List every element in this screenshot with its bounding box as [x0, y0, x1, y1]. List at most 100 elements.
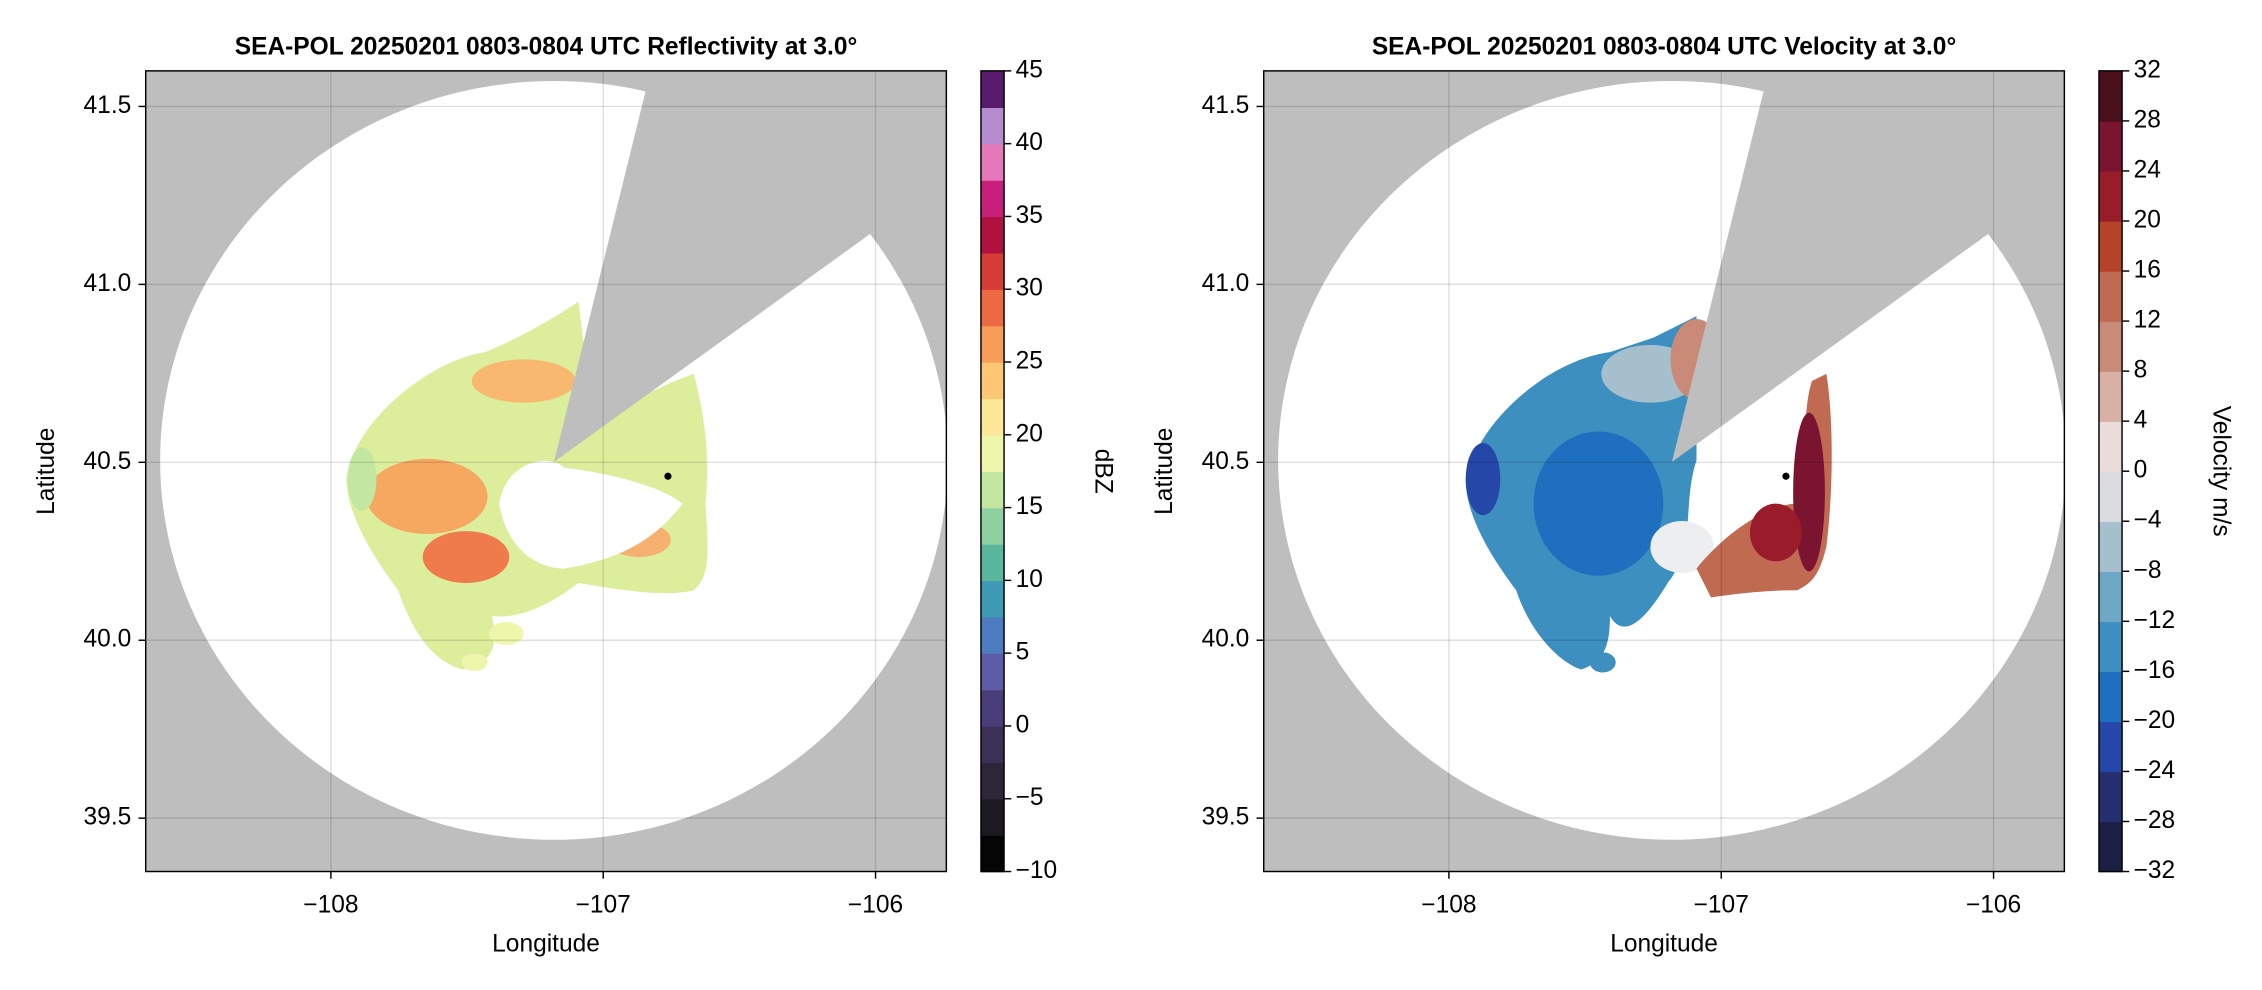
colorbar-tick-label: 30	[1016, 275, 1043, 302]
y-tick-label: 41.0	[84, 270, 132, 297]
colorbar-band	[980, 725, 1005, 764]
colorbar-tick-label: −5	[1016, 784, 1044, 811]
site-marker	[664, 472, 672, 480]
colorbar-tick-label: −28	[2134, 807, 2176, 834]
colorbar-band	[2098, 371, 2123, 422]
colorbar-tick-label: −20	[2134, 707, 2176, 734]
colorbar-tick-label: 5	[1016, 639, 1030, 666]
colorbar-band	[2098, 771, 2123, 823]
colorbar-tick-label: 4	[2134, 407, 2148, 434]
x-tick-label: −106	[1966, 892, 2021, 919]
colorbar-band	[980, 798, 1005, 836]
colorbar-tick-label: 25	[1016, 348, 1043, 375]
colorbar-band	[2098, 421, 2123, 472]
x-tick-label: −108	[1421, 892, 1476, 919]
x-tick-label: −107	[576, 892, 631, 919]
axes-frame	[1262, 70, 2066, 873]
y-tick-label: 40.0	[1202, 626, 1250, 653]
colorbar-band	[980, 143, 1005, 181]
colorbar-band	[2098, 170, 2123, 222]
colorbar-tick-label: 20	[1016, 420, 1043, 447]
colorbar-band	[980, 70, 1005, 108]
colorbar-tick-label: −24	[2134, 757, 2176, 784]
echo	[1650, 520, 1714, 573]
colorbar-band	[980, 543, 1005, 582]
colorbar-band	[2098, 521, 2123, 572]
colorbar-tick-label: 32	[2134, 56, 2161, 83]
colorbar-band	[2098, 271, 2123, 322]
colorbar-band	[2098, 120, 2123, 172]
colorbar-tick-label: 40	[1016, 129, 1043, 156]
colorbar-tick-label: −12	[2134, 607, 2176, 634]
echo	[471, 359, 576, 403]
colorbar-label: Velocity m/s	[2208, 406, 2235, 537]
colorbar-band	[980, 616, 1005, 654]
y-tick-label: 40.0	[84, 626, 132, 653]
y-axis-label: Latitude	[33, 428, 60, 515]
x-tick-label: −108	[303, 892, 358, 919]
colorbar-tick-label: 28	[2134, 106, 2161, 133]
echo	[1465, 443, 1501, 516]
colorbar-band	[980, 362, 1005, 400]
echo	[366, 458, 488, 534]
colorbar-band	[2098, 471, 2123, 522]
colorbar-tick-label: −8	[2134, 557, 2162, 584]
y-tick-label: 39.5	[1202, 804, 1250, 831]
y-axis-label: Latitude	[1151, 428, 1178, 515]
colorbar-band	[980, 580, 1005, 618]
chart-title: SEA-POL 20250201 0803-0804 UTC Velocity …	[1372, 33, 1956, 60]
blocked-sector	[1671, 70, 2065, 462]
colorbar-tick-label: 0	[1016, 711, 1030, 738]
colorbar-band	[980, 216, 1005, 254]
x-tick-label: −107	[1694, 892, 1749, 919]
colorbar-band	[980, 762, 1005, 800]
echo	[1589, 652, 1616, 673]
echo	[347, 447, 377, 511]
colorbar-tick-label: −16	[2134, 657, 2176, 684]
colorbar-band	[980, 180, 1005, 218]
colorbar-label: dBZ	[1090, 449, 1117, 494]
colorbar-band	[2098, 321, 2123, 372]
colorbar-frame	[980, 70, 1005, 873]
colorbar-tick-label: −10	[1016, 857, 1058, 884]
axes-frame	[144, 70, 948, 873]
colorbar-tick-label: 0	[2134, 457, 2148, 484]
radar-panel	[145, 70, 948, 872]
echo	[422, 531, 510, 583]
colorbar-tick-label: 15	[1016, 493, 1043, 520]
echo	[489, 621, 524, 646]
colorbar-band	[2098, 671, 2123, 723]
y-tick-label: 41.5	[1202, 92, 1250, 119]
y-tick-label: 41.0	[1202, 270, 1250, 297]
colorbar-band	[980, 835, 1005, 873]
colorbar-band	[980, 689, 1005, 727]
blocked-sector	[553, 70, 947, 462]
echo	[461, 653, 488, 671]
colorbar-band	[980, 289, 1005, 327]
echo-gap	[499, 460, 683, 569]
colorbar-band	[980, 398, 1005, 436]
colorbar-tick-label: 8	[2134, 357, 2148, 384]
site-marker	[1782, 472, 1790, 480]
colorbar-band	[2098, 721, 2123, 773]
y-tick-label: 40.5	[84, 448, 132, 475]
colorbar-band	[2098, 70, 2123, 122]
colorbar-tick-label: 45	[1016, 56, 1043, 83]
colorbar-tick-label: 10	[1016, 566, 1043, 593]
colorbar-band	[980, 653, 1005, 691]
colorbar-band	[2098, 571, 2123, 623]
x-axis-label: Longitude	[1610, 931, 1718, 958]
chart-title: SEA-POL 20250201 0803-0804 UTC Reflectiv…	[235, 33, 858, 60]
y-tick-label: 41.5	[84, 92, 132, 119]
colorbar-tick-label: 12	[2134, 307, 2161, 334]
x-axis-label: Longitude	[492, 931, 600, 958]
colorbar-band	[2098, 220, 2123, 272]
colorbar-band	[980, 434, 1005, 472]
y-tick-label: 40.5	[1202, 448, 1250, 475]
colorbar-tick-label: 24	[2134, 156, 2161, 183]
colorbar-tick-label: 16	[2134, 257, 2161, 284]
colorbar-band	[980, 471, 1005, 509]
y-tick-label: 39.5	[84, 804, 132, 831]
colorbar-band	[980, 325, 1005, 363]
